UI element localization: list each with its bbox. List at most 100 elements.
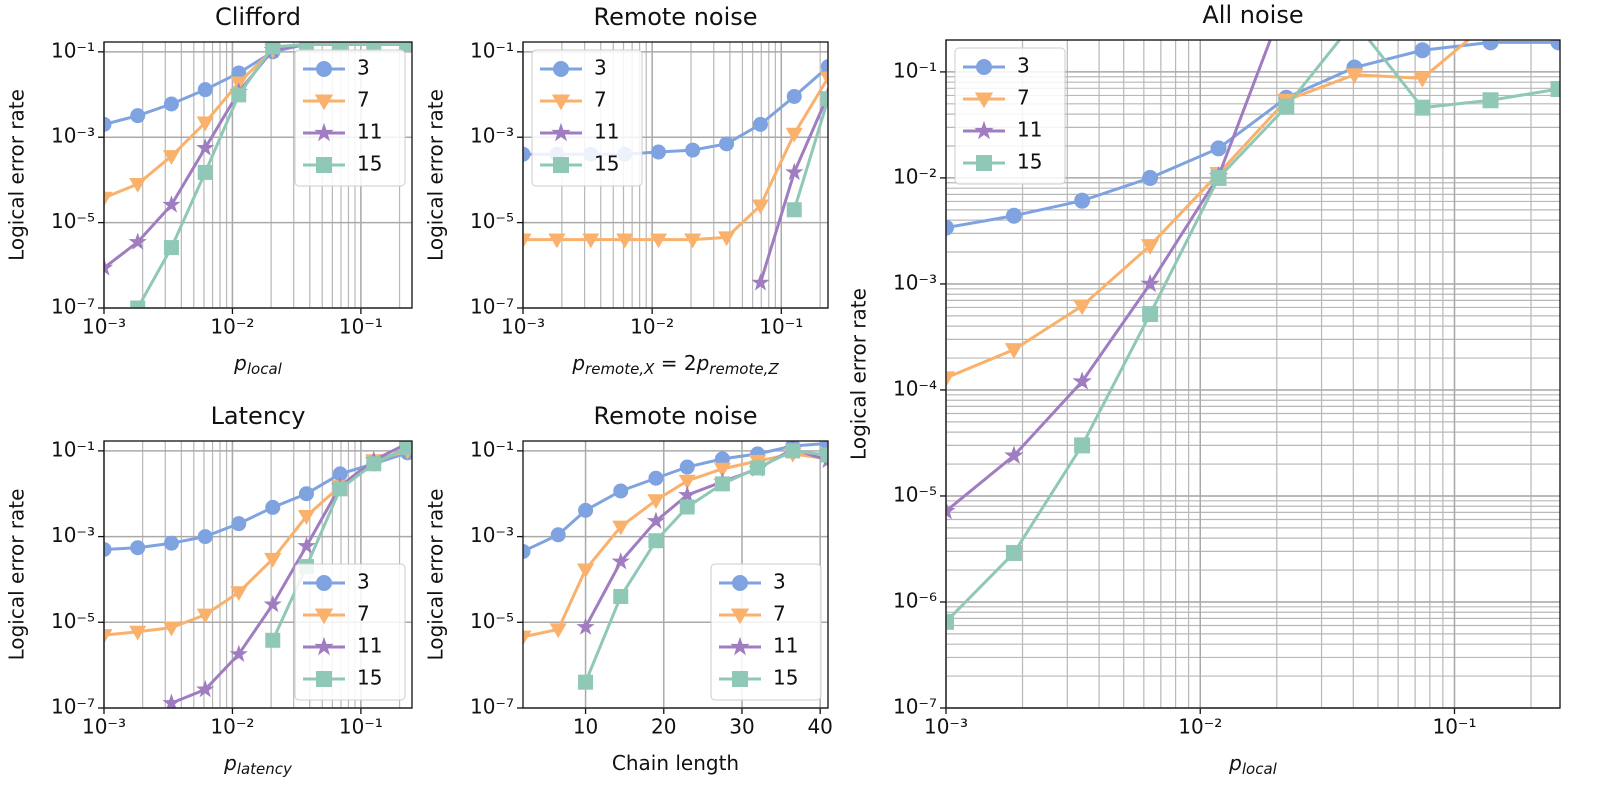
plot-area xyxy=(104,441,412,708)
marker xyxy=(616,233,634,249)
legend-label: 3 xyxy=(1017,54,1030,78)
x-tick-label: 10⁻² xyxy=(210,315,254,339)
marker xyxy=(297,510,316,525)
y-tick-label: 10⁻³ xyxy=(893,270,937,294)
legend-label: 3 xyxy=(594,56,607,80)
marker xyxy=(646,511,666,529)
marker xyxy=(265,42,281,55)
marker xyxy=(196,138,215,156)
marker xyxy=(613,588,629,604)
marker xyxy=(316,671,332,687)
x-axis-label-part: Chain length xyxy=(612,751,739,775)
legend-label: 11 xyxy=(1017,118,1042,142)
x-tick-label: 10⁻¹ xyxy=(1432,715,1476,739)
series-line xyxy=(104,451,409,551)
y-axis-label: Logical error rate xyxy=(5,489,29,661)
marker xyxy=(197,82,213,98)
marker xyxy=(1142,306,1159,323)
x-tick-label: 30 xyxy=(729,715,754,739)
x-axis-label: Chain length xyxy=(612,751,739,775)
x-tick-label: 10 xyxy=(573,715,598,739)
series-line xyxy=(946,40,1272,513)
marker xyxy=(550,527,566,543)
panel: 10 20 30 40 10⁻⁷ 10⁻⁵ 10⁻³ 10⁻¹ Remote noise Chai… xyxy=(424,402,833,775)
marker xyxy=(104,191,113,207)
marker xyxy=(1005,544,1022,561)
y-tick-label: 10⁻⁵ xyxy=(51,609,95,633)
x-axis-label: platency xyxy=(223,751,293,778)
marker xyxy=(751,273,770,291)
marker xyxy=(678,485,697,503)
series-line xyxy=(759,93,828,284)
marker xyxy=(400,42,412,52)
marker xyxy=(265,632,281,648)
marker xyxy=(163,535,179,551)
y-tick-label: 10⁻⁷ xyxy=(51,295,95,319)
x-tick-label: 40 xyxy=(807,715,832,739)
legend-label: 3 xyxy=(357,570,370,594)
marker xyxy=(1414,99,1431,116)
marker xyxy=(649,233,668,249)
marker xyxy=(366,456,382,472)
marker xyxy=(750,460,766,476)
marker xyxy=(553,157,569,173)
x-tick-label: 10⁻¹ xyxy=(339,315,383,339)
legend-box xyxy=(954,47,1066,185)
legend-label: 7 xyxy=(594,88,607,112)
x-tick-label: 10⁻² xyxy=(630,315,674,339)
panel: 10⁻³ 10⁻² 10⁻¹ 10⁻⁷ 10⁻⁵ 10⁻³ 10⁻¹ Clifford ploc… xyxy=(5,3,413,378)
marker xyxy=(582,233,600,249)
marker xyxy=(104,116,112,132)
legend: 3 7 11 15 xyxy=(710,563,822,701)
marker xyxy=(316,61,332,77)
marker xyxy=(130,108,146,124)
y-tick-label: 10⁻³ xyxy=(51,523,95,547)
legend-box xyxy=(710,563,822,701)
marker xyxy=(196,679,215,698)
marker xyxy=(129,177,147,193)
x-tick-label: 10⁻¹ xyxy=(339,715,383,739)
marker xyxy=(576,563,595,579)
marker xyxy=(1347,14,1362,29)
marker xyxy=(751,199,770,215)
marker xyxy=(678,474,696,490)
y-axis-label: Logical error rate xyxy=(424,489,448,661)
x-axis-label-part: p xyxy=(233,351,247,375)
marker xyxy=(612,520,630,536)
legend-label: 15 xyxy=(594,152,619,176)
marker xyxy=(713,462,731,478)
plot-area xyxy=(523,441,828,690)
legend-label: 11 xyxy=(773,634,798,658)
y-tick-label: 10⁻¹ xyxy=(51,38,95,62)
y-axis-label: Logical error rate xyxy=(424,89,448,261)
marker xyxy=(523,543,531,559)
y-tick-label: 10⁻² xyxy=(893,164,937,188)
marker xyxy=(786,202,802,218)
marker xyxy=(1004,343,1024,359)
legend-label: 15 xyxy=(1017,150,1042,174)
marker xyxy=(732,575,748,591)
marker xyxy=(298,486,314,502)
y-tick-label: 10⁻⁷ xyxy=(51,695,95,719)
legend-label: 7 xyxy=(357,88,370,112)
marker xyxy=(1210,140,1227,157)
marker xyxy=(332,42,348,52)
marker xyxy=(976,59,992,75)
marker xyxy=(974,92,994,109)
marker xyxy=(523,146,531,162)
x-tick-label: 20 xyxy=(651,715,676,739)
marker xyxy=(719,136,735,152)
x-axis-label-part: = 2 xyxy=(654,351,696,375)
marker xyxy=(316,157,332,173)
marker xyxy=(264,552,282,568)
marker xyxy=(104,629,113,644)
marker xyxy=(130,300,146,308)
y-tick-label: 10⁻³ xyxy=(51,124,95,148)
marker xyxy=(231,87,247,103)
marker xyxy=(946,613,954,630)
marker xyxy=(730,608,750,625)
marker xyxy=(684,233,702,249)
y-tick-label: 10⁻⁵ xyxy=(470,609,514,633)
plot-area xyxy=(946,14,1560,630)
x-axis-label-part: p xyxy=(571,351,585,375)
